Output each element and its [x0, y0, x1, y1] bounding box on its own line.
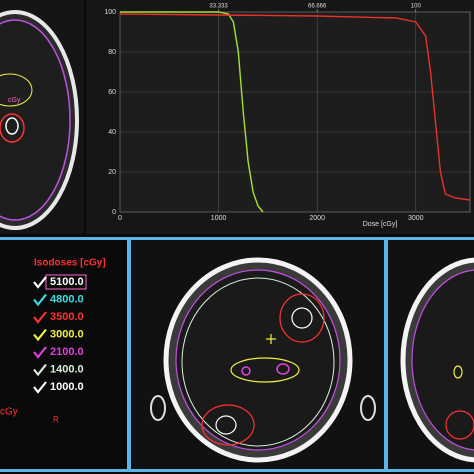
frame: [0, 469, 474, 472]
y-tick-label: 60: [108, 89, 116, 96]
top-tick-label: 33.333: [209, 4, 228, 10]
y-tick-label: 0: [112, 209, 116, 216]
y-tick-label: 80: [108, 49, 116, 56]
isodose-label: 3500.0: [50, 311, 84, 323]
isodose-label: 4800.0: [50, 293, 84, 305]
plot-area: [119, 11, 471, 213]
orientation-label: R: [53, 415, 59, 424]
isodose-label: 5100.0: [50, 276, 84, 288]
check-mark: [33, 293, 47, 307]
y-tick-label: 20: [108, 169, 116, 176]
x-tick-label: 3000: [408, 215, 424, 222]
y-tick-label: 100: [104, 9, 116, 16]
ct-top-left: cGy: [0, 0, 84, 234]
unit-label: cGy: [0, 407, 18, 418]
frame: [127, 237, 131, 472]
check-mark: [33, 276, 47, 289]
dvh-curve: [120, 11, 264, 213]
x-axis-label: Dose [cGy]: [363, 221, 398, 228]
x-tick-label: 2000: [309, 215, 325, 222]
isodose-label: 2100.0: [50, 346, 84, 358]
ct-axial-middle: [131, 240, 384, 469]
top-tick-label: 66.666: [308, 4, 327, 10]
ct-axial-right: [388, 240, 474, 469]
legend-box: [45, 274, 87, 290]
check-mark: [33, 346, 47, 359]
unit-label: cGy: [8, 97, 21, 104]
x-tick-label: 0: [118, 215, 122, 222]
legend-title: Isodoses [cGy]: [34, 258, 106, 269]
isodose-label: 3000.0: [50, 328, 84, 340]
top-tick-label: 100: [411, 4, 422, 10]
check-mark: [33, 363, 47, 377]
dvh-curve: [119, 13, 471, 201]
check-mark: [33, 381, 47, 394]
x-tick-label: 1000: [211, 215, 227, 222]
check-mark: [33, 328, 47, 342]
frame: [384, 237, 388, 472]
isodose-label: 1400.0: [50, 363, 84, 375]
isodose-label: 1000.0: [50, 381, 84, 393]
frame: [0, 237, 474, 240]
isodose-legend: Isodoses [cGy] cGy R 5100.0 4800.0 3500.0 3…: [0, 258, 106, 424]
check-mark: [33, 311, 47, 324]
y-tick-label: 40: [108, 129, 116, 136]
